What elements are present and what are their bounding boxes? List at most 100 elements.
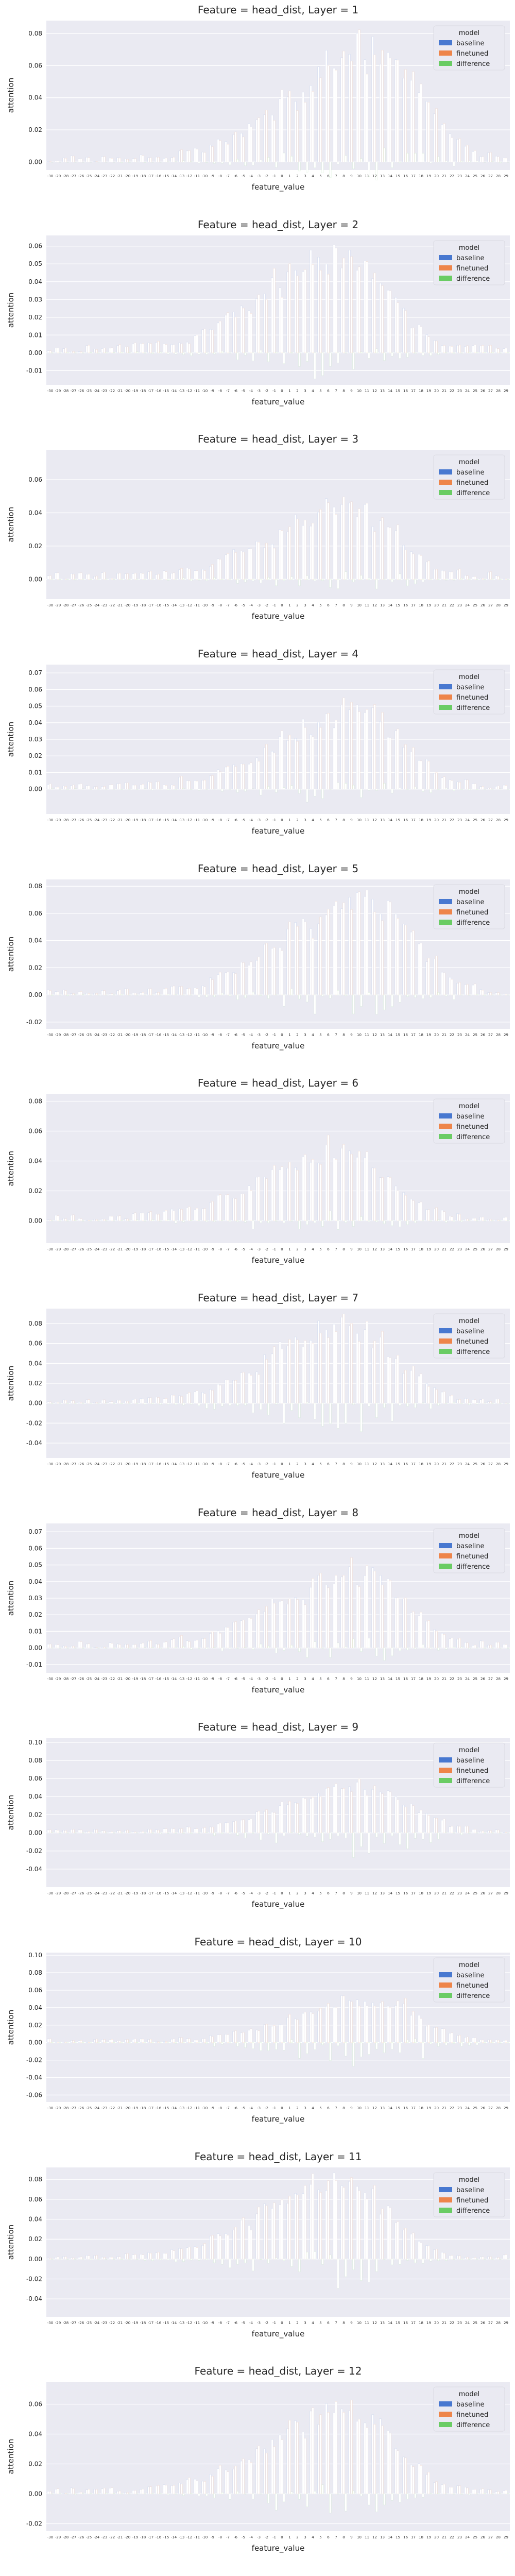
legend-box <box>433 1742 505 1788</box>
x-tick-label: -22 <box>109 603 115 607</box>
bar-difference <box>430 162 432 163</box>
bar-baseline <box>140 1213 142 1222</box>
x-tick-label: 12 <box>372 818 377 822</box>
bar-baseline <box>232 972 235 995</box>
bar-finetuned <box>335 1575 337 1648</box>
y-tick-label: -0.01 <box>26 1661 42 1668</box>
bar-finetuned <box>111 347 113 353</box>
bar-finetuned <box>451 1216 453 1222</box>
x-tick-label: -23 <box>101 603 107 607</box>
bar-baseline <box>464 1398 467 1403</box>
bar-baseline <box>387 52 389 162</box>
bar-difference <box>175 1403 177 1405</box>
x-tick-label: -28 <box>63 1677 68 1681</box>
x-tick-label: -28 <box>63 1033 68 1037</box>
legend-label-finetuned: finetuned <box>456 1982 488 1990</box>
bar-difference <box>383 1403 386 1408</box>
x-tick-label: 28 <box>496 1247 501 1251</box>
bar-baseline <box>47 575 49 580</box>
bar-baseline <box>379 913 382 995</box>
bar-baseline <box>333 905 335 995</box>
bar-difference <box>337 2259 339 2289</box>
x-tick-label: 22 <box>450 1677 454 1681</box>
x-tick-label: -25 <box>86 2321 92 2325</box>
bar-difference <box>229 1221 231 1222</box>
bar-finetuned <box>474 577 476 580</box>
y-tick-label: 0.02 <box>28 752 42 759</box>
x-tick-label: 16 <box>403 1033 408 1037</box>
x-tick-label: 0 <box>281 1033 283 1037</box>
bar-finetuned <box>134 993 136 995</box>
x-tick-label: -28 <box>63 2535 68 2539</box>
bar-difference <box>298 994 301 999</box>
bar-baseline <box>364 2001 366 2043</box>
bar-difference <box>198 352 200 354</box>
bar-baseline <box>418 943 420 995</box>
bar-difference <box>182 788 185 789</box>
bar-baseline <box>379 520 382 580</box>
bar-baseline <box>402 78 405 162</box>
bar-baseline <box>78 158 80 162</box>
bar-finetuned <box>381 920 384 995</box>
x-tick-label: -9 <box>211 389 214 393</box>
bar-finetuned <box>188 150 191 162</box>
bar-baseline <box>217 558 219 580</box>
bar-difference <box>221 1833 224 1834</box>
x-tick-label: -5 <box>242 818 245 822</box>
bar-finetuned <box>219 140 221 162</box>
bar-finetuned <box>427 958 430 995</box>
bar-difference <box>51 579 54 580</box>
legend-swatch-finetuned <box>439 694 452 700</box>
bar-finetuned <box>366 2198 368 2259</box>
legend-box <box>433 1957 505 2003</box>
bar-finetuned <box>497 786 500 789</box>
y-tick-label: 0.04 <box>28 510 42 517</box>
bar-baseline <box>140 343 142 353</box>
bar-difference <box>113 1221 115 1222</box>
x-tick-label: 24 <box>465 1247 470 1251</box>
x-tick-label: -5 <box>242 1891 245 1895</box>
bar-baseline <box>116 1216 119 1222</box>
x-tick-label: 1 <box>288 2321 290 2325</box>
bar-difference <box>399 2042 401 2053</box>
x-tick-label: 15 <box>396 1033 400 1037</box>
y-tick-label: 0.02 <box>28 313 42 320</box>
x-tick-label: 18 <box>419 1891 423 1895</box>
bar-finetuned <box>466 1642 469 1648</box>
bar-difference <box>175 352 177 354</box>
bar-difference <box>105 789 108 790</box>
bar-baseline <box>47 2491 49 2495</box>
bar-finetuned <box>489 788 492 789</box>
bar-baseline <box>101 786 104 789</box>
bar-difference <box>391 994 393 1007</box>
bar-difference <box>499 1833 502 1834</box>
bar-finetuned <box>451 138 453 162</box>
x-tick-label: 25 <box>473 174 477 178</box>
bar-finetuned <box>451 1637 453 1648</box>
bar-finetuned <box>489 152 492 162</box>
bar-finetuned <box>350 1323 353 1403</box>
bar-baseline <box>433 1818 436 1834</box>
bar-baseline <box>240 1620 243 1648</box>
bar-difference <box>213 2259 216 2263</box>
bar-difference <box>290 156 293 162</box>
x-tick-label: -11 <box>194 1677 200 1681</box>
bar-difference <box>128 1221 131 1222</box>
bar-baseline <box>209 145 212 162</box>
bar-baseline <box>317 66 320 162</box>
x-tick-label: 15 <box>396 174 400 178</box>
x-tick-label: 25 <box>473 818 477 822</box>
bar-difference <box>375 1403 378 1418</box>
bar-difference <box>499 2259 502 2260</box>
bar-difference <box>460 789 463 790</box>
bar-difference <box>82 579 84 580</box>
x-tick-label: 21 <box>442 1247 447 1251</box>
bar-difference <box>283 2042 285 2050</box>
bar-baseline <box>371 527 374 580</box>
bar-baseline <box>55 787 57 789</box>
x-tick-label: 16 <box>403 2321 408 2325</box>
bar-baseline <box>109 2488 111 2495</box>
bar-finetuned <box>64 786 67 789</box>
